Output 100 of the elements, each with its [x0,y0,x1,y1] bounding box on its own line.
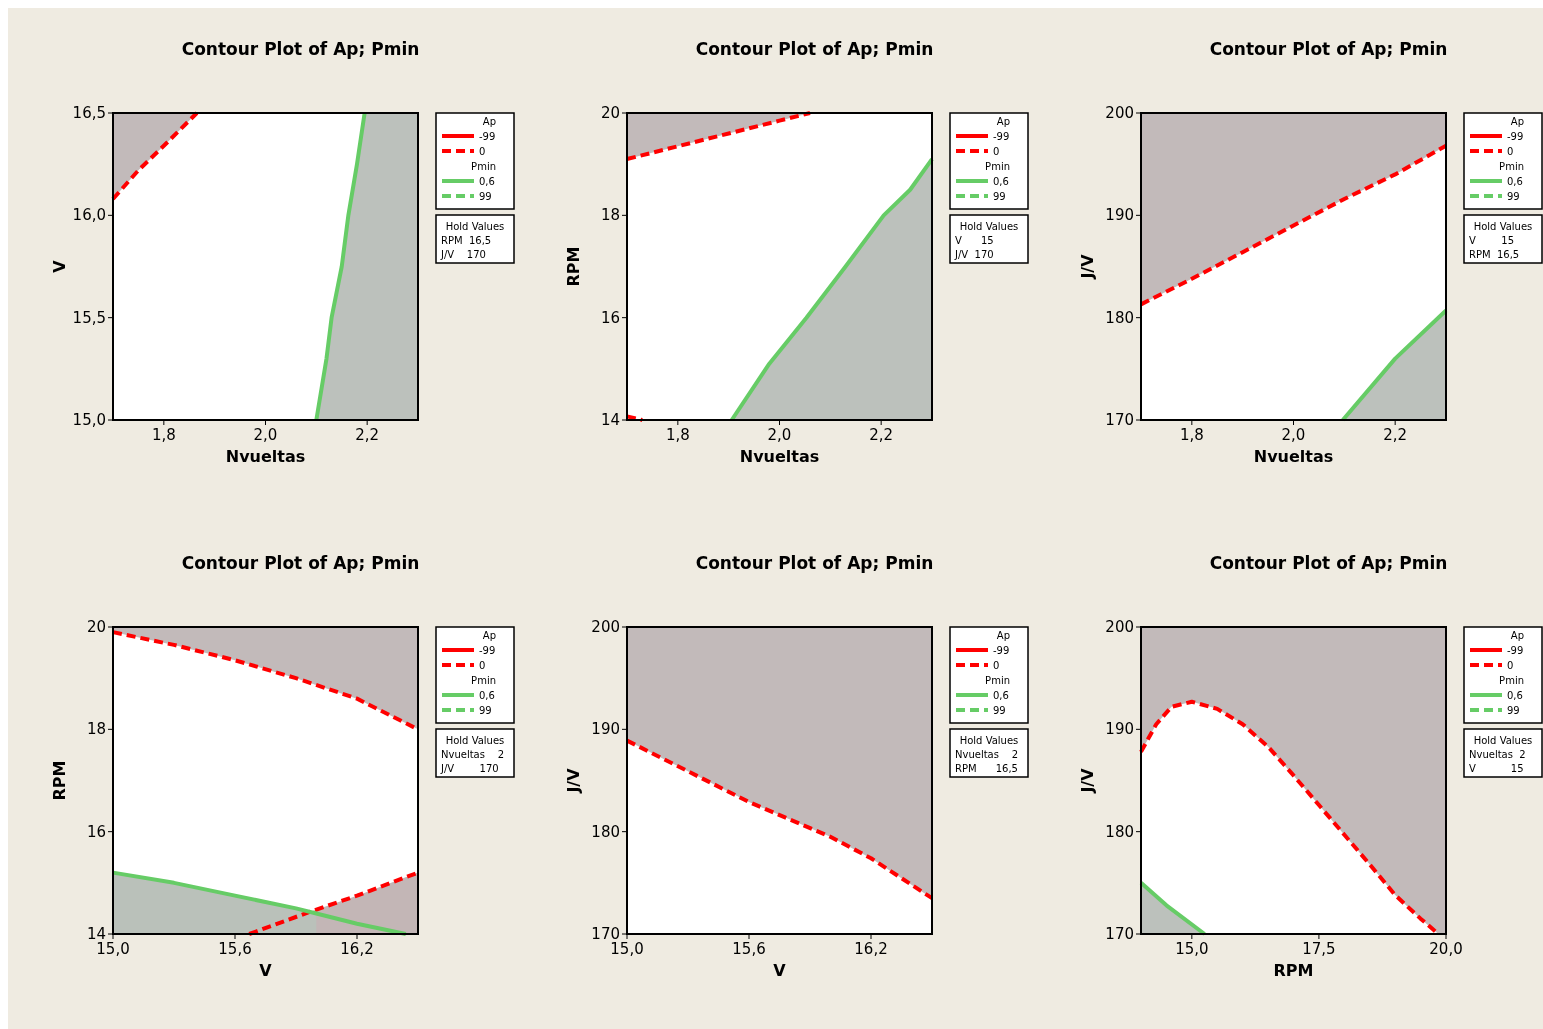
y-tick-label: 16 [86,822,106,841]
legend-label: 0,6 [479,176,495,187]
legend-label: -99 [1507,131,1524,142]
x-tick-label: 1,8 [1179,426,1204,444]
line-series [314,111,367,422]
y-tick-label: 15,0 [72,411,106,429]
text: Pmin [1499,675,1524,686]
legend-label: -99 [479,645,496,656]
legend-label: 0,6 [993,176,1009,187]
text: J/V 170 [440,763,499,774]
text: Pmin [985,675,1010,686]
y-tick-label: 16,5 [72,104,106,122]
y-tick-label: 180 [1105,822,1134,841]
line-series [1139,143,1448,307]
text: Hold Values [445,221,505,232]
y-axis-title: J/V [1078,253,1097,280]
legend-label: 0,6 [993,690,1009,701]
y-tick-label: 16,0 [72,206,106,225]
text: RPM 16,5 [441,235,492,246]
legend-label: 0,6 [479,690,495,701]
text: Hold Values [959,735,1019,746]
text: V 15 [1469,235,1514,246]
x-axis-title: RPM [1273,961,1314,980]
x-tick-label: 15,0 [1175,940,1209,958]
x-axis-title: V [259,961,273,980]
y-tick-label: 15,5 [72,308,106,327]
x-tick-label: 2,2 [869,426,894,444]
text: Ap [996,116,1010,127]
text: Nvueltas 2 [441,749,505,760]
y-tick-label: 18 [86,720,106,739]
legend-label: -99 [993,645,1010,656]
line-series [625,738,934,901]
x-axis-title: V [773,961,787,980]
legend-label: 0 [1507,660,1514,671]
y-axis-title: RPM [564,246,583,287]
legend-label: 0,6 [1507,690,1523,701]
y-tick-label: 180 [591,822,620,841]
y-tick-label: 200 [1105,618,1134,636]
x-axis-title: Nvueltas [225,447,306,466]
x-tick-label: 16,2 [340,940,374,958]
chart-title: Contour Plot of Ap; Pmin [181,39,420,59]
chart-title: Contour Plot of Ap; Pmin [181,553,420,573]
y-tick-label: 14 [86,925,106,943]
x-axis-title: Nvueltas [739,447,820,466]
x-tick-label: 2,0 [253,426,278,444]
line-series [111,870,408,936]
text: Pmin [985,161,1010,172]
y-tick-label: 170 [1105,411,1134,429]
text: V 15 [1469,763,1524,774]
text: Hold Values [445,735,505,746]
x-axis-title: Nvueltas [1253,447,1334,466]
y-tick-label: 20 [600,104,620,122]
y-tick-label: 180 [1105,308,1134,327]
text: Pmin [471,675,496,686]
text: Hold Values [1473,735,1533,746]
chart-title: Contour Plot of Ap; Pmin [1209,553,1448,573]
legend-label: 99 [993,705,1006,716]
legend-label: 99 [1507,191,1520,202]
text: V 15 [955,235,994,246]
x-tick-label: 17,5 [1302,940,1336,958]
text: Ap [482,116,496,127]
y-tick-label: 14 [600,411,620,429]
text: RPM 16,5 [1469,249,1520,260]
y-tick-label: 190 [1105,206,1134,225]
x-tick-label: 2,0 [1281,426,1306,444]
y-axis-title: J/V [1078,767,1097,794]
y-axis-title: V [50,259,69,273]
y-tick-label: 170 [1105,925,1134,943]
text: J/V 170 [440,249,486,260]
x-tick-label: 1,8 [665,426,690,444]
x-tick-label: 15,6 [218,940,252,958]
legend-label: 0 [993,660,1000,671]
text: Ap [1510,630,1524,641]
x-tick-label: 20,0 [1429,940,1463,958]
x-tick-label: 16,2 [854,940,888,958]
x-tick-label: 2,0 [767,426,792,444]
text: Pmin [471,161,496,172]
text: Nvueltas 2 [955,749,1019,760]
text: Pmin [1499,161,1524,172]
text: RPM 16,5 [955,763,1018,774]
y-axis-title: J/V [564,767,583,794]
chart-title: Contour Plot of Ap; Pmin [695,553,934,573]
legend-label: -99 [993,131,1010,142]
y-tick-label: 200 [591,618,620,636]
legend-label: 0 [479,146,486,157]
text: Ap [996,630,1010,641]
chart-title: Contour Plot of Ap; Pmin [1209,39,1448,59]
legend-label: 99 [479,705,492,716]
x-tick-label: 1,8 [151,426,176,444]
legend-label: 99 [993,191,1006,202]
legend-label: 0 [1507,146,1514,157]
legend-label: 0 [993,146,1000,157]
y-tick-label: 190 [1105,720,1134,739]
text: Ap [1510,116,1524,127]
chart-title: Contour Plot of Ap; Pmin [695,39,934,59]
legend-label: -99 [479,131,496,142]
legend-label: 0 [479,660,486,671]
text: J/V 170 [954,249,994,260]
legend-label: 99 [1507,705,1520,716]
y-tick-label: 200 [1105,104,1134,122]
